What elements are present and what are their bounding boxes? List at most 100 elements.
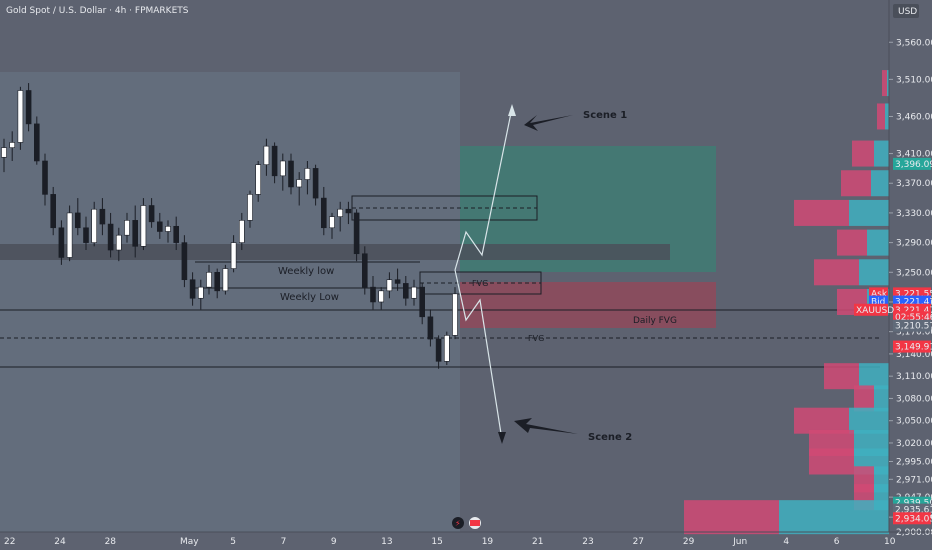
x-tick-label: 4 (783, 537, 789, 547)
candle-body (386, 279, 393, 292)
candle-body (9, 142, 15, 148)
volume-profile (684, 70, 889, 535)
daily-fvg-label: Daily FVG (633, 316, 677, 326)
candle-body (75, 212, 81, 229)
candle-body (173, 225, 179, 243)
candle-body (83, 227, 89, 243)
volume-bar-negative (837, 229, 867, 256)
weekly-low-label-2: Weekly Low (280, 292, 339, 303)
chart-title: Gold Spot / U.S. Dollar · 4h · FPMARKETS (6, 6, 189, 16)
price-label-text: 2,935.61 (895, 506, 932, 516)
candle-body (124, 220, 130, 236)
candle-body (222, 268, 229, 292)
x-tick-label: 22 (4, 537, 15, 547)
price-label-text: 3,221.47 (895, 298, 932, 308)
volume-bar-positive (867, 229, 889, 256)
scene-1-arrowhead (508, 104, 516, 116)
replay-icon-glyph: ⚡ (455, 519, 461, 528)
candle-body (189, 279, 196, 299)
candle-body (206, 271, 212, 288)
currency-badge[interactable] (893, 4, 919, 18)
fvg-label-1: FVG (472, 279, 488, 288)
y-tick-label: 3,020.00 (896, 439, 932, 449)
candle-body (419, 286, 426, 318)
candle-body (329, 216, 335, 229)
y-tick-label: 3,460.00 (896, 112, 932, 122)
x-tick-label: 19 (482, 537, 494, 547)
y-tick-label: 3,170.00 (896, 328, 932, 338)
x-tick-label: Jun (732, 537, 747, 547)
price-tag-text: Bid (871, 298, 885, 308)
price-label-text: 3,221.47 (895, 306, 932, 316)
price-label: 3,149.91 (893, 340, 932, 353)
candle-body (1, 147, 7, 158)
candle-body (312, 168, 319, 199)
scene-1-path (454, 107, 513, 271)
volume-bar-negative (824, 363, 859, 390)
y-tick-label: 3,330.00 (896, 209, 932, 219)
scene-2-path (454, 269, 503, 441)
candle-body (17, 90, 24, 143)
x-tick-labels: 22 24 28 May 5 7 9 13 15 19 21 23 27 29 Jun 4 6 10 (4, 537, 896, 547)
candle-body (66, 212, 73, 258)
candle-body (427, 316, 434, 340)
candle-body (116, 234, 122, 251)
volume-bar-negative (882, 70, 887, 97)
x-tick-label: 21 (532, 537, 543, 547)
price-label-bg (893, 503, 931, 516)
price-label-text: 3,221.55 (895, 289, 932, 299)
x-tick-label: 23 (582, 537, 593, 547)
price-label: 2,935.61 (893, 503, 932, 516)
price-label-bg (893, 157, 931, 170)
y-tick-label: 3,080.00 (896, 394, 932, 404)
candle-body (353, 212, 360, 255)
volume-bar-negative (854, 385, 874, 412)
candle-body (239, 220, 245, 243)
candle-body (402, 283, 409, 299)
candle-body (345, 208, 352, 214)
candle-body (33, 123, 40, 162)
y-tick-label: 3,140.00 (896, 350, 932, 360)
candle-body (288, 160, 294, 188)
price-label-text: 3,396.09 (895, 160, 932, 170)
volume-bar-positive (849, 407, 889, 434)
y-tick-label: 3,410.00 (896, 150, 932, 160)
y-tick-label: 2,971.00 (896, 475, 932, 485)
scene-2-label: Scene 2 (588, 432, 632, 443)
x-tick-label: 5 (230, 537, 236, 547)
candles-group (1, 83, 458, 369)
x-tick-label: 29 (683, 537, 695, 547)
y-tick-label: 3,110.00 (896, 372, 932, 382)
y-tick-label: 2,900.00 (896, 528, 932, 538)
candle-body (337, 208, 344, 217)
candle-body (198, 286, 204, 299)
replay-icon[interactable] (452, 517, 464, 529)
candle-body (296, 179, 303, 188)
candle-body (304, 168, 311, 180)
currency-label: USD (898, 7, 917, 17)
candle-body (361, 253, 368, 288)
volume-bar-negative (684, 500, 779, 535)
price-label: 2,934.05 (893, 512, 932, 525)
price-label: 3,210.57 (893, 319, 932, 332)
volume-bar-negative (814, 259, 859, 286)
range-overlay (0, 72, 460, 532)
candle-body (435, 338, 442, 362)
candle-body (320, 197, 327, 229)
volume-bar-positive (859, 363, 889, 390)
candle-body (279, 160, 286, 177)
volume-bar-positive (871, 170, 889, 197)
scene-1-label: Scene 1 (583, 110, 627, 121)
volume-bar-negative (809, 448, 854, 475)
candle-body (452, 293, 458, 336)
x-tick-label: 9 (331, 537, 337, 547)
candle-body (99, 208, 106, 225)
volume-bar-positive (874, 140, 889, 167)
volume-bar-negative (794, 407, 849, 434)
x-tick-label: 27 (633, 537, 644, 547)
price-tag-bg (854, 303, 888, 316)
price-label-bg (893, 512, 931, 525)
price-axis[interactable] (889, 0, 932, 550)
candle-body (214, 271, 220, 292)
